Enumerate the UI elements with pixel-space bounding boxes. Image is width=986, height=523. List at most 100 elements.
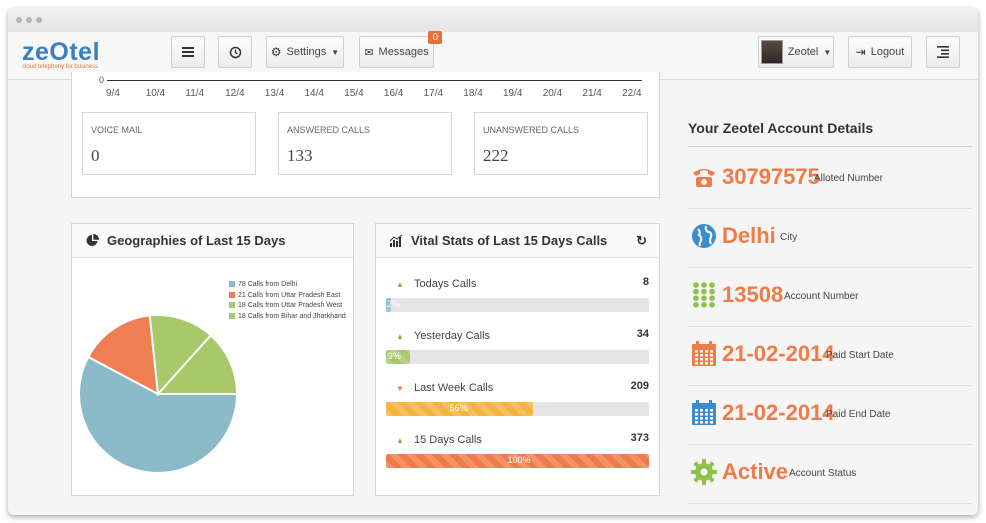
vital-stats-title: Vital Stats of Last 15 Days Calls xyxy=(411,233,608,248)
timeline-x-axis xyxy=(107,80,642,81)
account-detail-label: Paid End Date xyxy=(826,409,891,420)
progress-bar xyxy=(386,402,649,416)
legend-item: 18 Calls from Uttar Pradesh West xyxy=(229,301,346,312)
x-tick-label: 10/4 xyxy=(145,88,166,99)
account-detail-value: 30797575 xyxy=(722,164,820,189)
account-detail-value: 13508 xyxy=(722,282,784,307)
vital-stat-name: 15 Days Calls xyxy=(414,434,482,446)
account-detail-label: City xyxy=(780,232,798,243)
x-tick-label: 20/4 xyxy=(542,88,563,99)
account-detail-row: 30797575 Alloted Number xyxy=(688,150,972,209)
calendar-icon xyxy=(691,341,717,367)
account-detail-row: 21-02-2014 Paid Start Date xyxy=(688,327,972,386)
x-tick-label: 21/4 xyxy=(582,88,602,99)
window-close-dot[interactable] xyxy=(16,17,22,23)
legend-label: 18 Calls from Uttar Pradesh West xyxy=(238,302,343,309)
pie-slice[interactable] xyxy=(155,333,239,395)
legend-swatch xyxy=(229,291,235,298)
account-detail-value: Delhi xyxy=(722,223,776,248)
hamburger-icon xyxy=(182,47,194,57)
legend-swatch xyxy=(229,281,235,288)
user-menu-dropdown[interactable]: Zeotel ▼ xyxy=(758,36,834,68)
arrow-up-icon: ▲ xyxy=(396,332,404,341)
messages-count-badge: 0 xyxy=(428,31,442,44)
pie-slice[interactable] xyxy=(148,314,213,397)
account-detail-row: 21-02-2014 Paid End Date xyxy=(688,386,972,445)
stat-label: UNANSWERED CALLS xyxy=(483,125,580,135)
stat-label: ANSWERED CALLS xyxy=(287,125,371,135)
legend-item: 21 Calls from Uttar Pradesh East xyxy=(229,291,346,302)
answered-calls-stat[interactable]: ANSWERED CALLS 133 xyxy=(278,112,452,175)
vital-stat-count: 34 xyxy=(636,328,649,340)
avatar xyxy=(760,40,783,64)
menu-button[interactable] xyxy=(171,36,205,68)
legend-swatch xyxy=(229,302,235,309)
geographies-pie-chart xyxy=(78,314,239,474)
messages-button[interactable]: ✉ Messages 0 xyxy=(359,31,442,68)
pie-slice[interactable] xyxy=(78,355,239,474)
account-detail-label: Alloted Number xyxy=(814,173,883,184)
unanswered-calls-stat[interactable]: UNANSWERED CALLS 222 xyxy=(474,112,648,175)
legend-label: 21 Calls from Uttar Pradesh East xyxy=(238,291,341,299)
history-icon xyxy=(229,46,241,58)
globe-icon xyxy=(691,223,717,249)
geographies-card: Geographies of Last 15 Days 78 Calls fro… xyxy=(71,223,354,496)
toggle-sidebar-button[interactable] xyxy=(926,36,960,68)
arrow-down-icon: ▼ xyxy=(396,384,404,393)
x-tick-label: 15/4 xyxy=(344,88,364,99)
envelope-icon: ✉ xyxy=(364,46,374,59)
x-tick-label: 22/4 xyxy=(622,88,642,99)
calendar-icon xyxy=(691,400,717,426)
x-tick-label: 17/4 xyxy=(423,88,444,99)
legend-label: 78 Calls from Delhi xyxy=(238,281,298,288)
progress-bar xyxy=(386,298,649,312)
account-detail-row: Active Account Status xyxy=(688,445,972,504)
pie-slice[interactable] xyxy=(86,314,160,396)
vital-stat-count: 373 xyxy=(630,432,649,444)
progress-percent-label: 100% xyxy=(507,455,531,465)
window-minimize-dot[interactable] xyxy=(26,17,32,23)
x-tick-label: 12/4 xyxy=(225,88,245,99)
history-button[interactable] xyxy=(218,36,252,68)
x-tick-label: 14/4 xyxy=(304,88,324,99)
account-detail-label: Account Number xyxy=(784,291,859,302)
gear-icon xyxy=(691,459,717,485)
gear-icon: ⚙ xyxy=(270,45,282,59)
arrow-up-icon: ▲ xyxy=(396,280,404,289)
progress-percent-label: 9% xyxy=(387,351,401,361)
logout-button[interactable]: ⇥ Logout xyxy=(848,36,912,68)
stat-value: 222 xyxy=(483,146,509,165)
indent-icon xyxy=(937,46,949,58)
x-tick-label: 11/4 xyxy=(185,88,205,99)
messages-label: Messages xyxy=(378,46,429,58)
settings-dropdown[interactable]: ⚙ Settings ▼ xyxy=(266,36,344,68)
x-tick-label: 13/4 xyxy=(264,88,285,99)
user-name: Zeotel xyxy=(787,46,819,58)
account-detail-value: Active xyxy=(722,459,789,484)
voice-mail-stat[interactable]: VOICE MAIL 0 xyxy=(82,112,256,175)
geographies-title: Geographies of Last 15 Days xyxy=(107,233,286,248)
zeotel-logo[interactable]: zeOtel cloud telephony for business xyxy=(22,38,101,71)
logout-label: Logout xyxy=(870,46,905,58)
account-detail-label: Account Status xyxy=(789,468,857,479)
vital-stat-name: Yesterday Calls xyxy=(414,330,491,342)
logo-tagline: cloud telephony for business xyxy=(22,64,99,70)
progress-fill xyxy=(386,298,392,312)
x-tick-label: 16/4 xyxy=(383,88,404,99)
logo-text: zeOtel xyxy=(22,38,101,66)
progress-percent-label: 2% xyxy=(387,299,401,309)
chevron-down-icon: ▼ xyxy=(331,47,340,57)
account-detail-value: 21-02-2014 xyxy=(722,400,835,425)
window-maximize-dot[interactable] xyxy=(36,17,42,23)
legend-item: 78 Calls from Delhi xyxy=(229,280,346,291)
phone-icon xyxy=(691,164,717,190)
account-detail-row: Delhi City xyxy=(688,209,972,268)
window-titlebar xyxy=(8,8,978,32)
timeline-y-zero: 0 xyxy=(99,75,105,85)
account-detail-row: 13508 Account Number xyxy=(688,268,972,327)
legend-label: 18 Calls from Bihar and Jharkhand xyxy=(238,312,346,320)
refresh-icon[interactable]: ↻ xyxy=(636,232,647,248)
keypad-icon xyxy=(691,282,717,308)
vital-stat-name: Last Week Calls xyxy=(414,382,494,394)
progress-fill xyxy=(386,350,410,364)
